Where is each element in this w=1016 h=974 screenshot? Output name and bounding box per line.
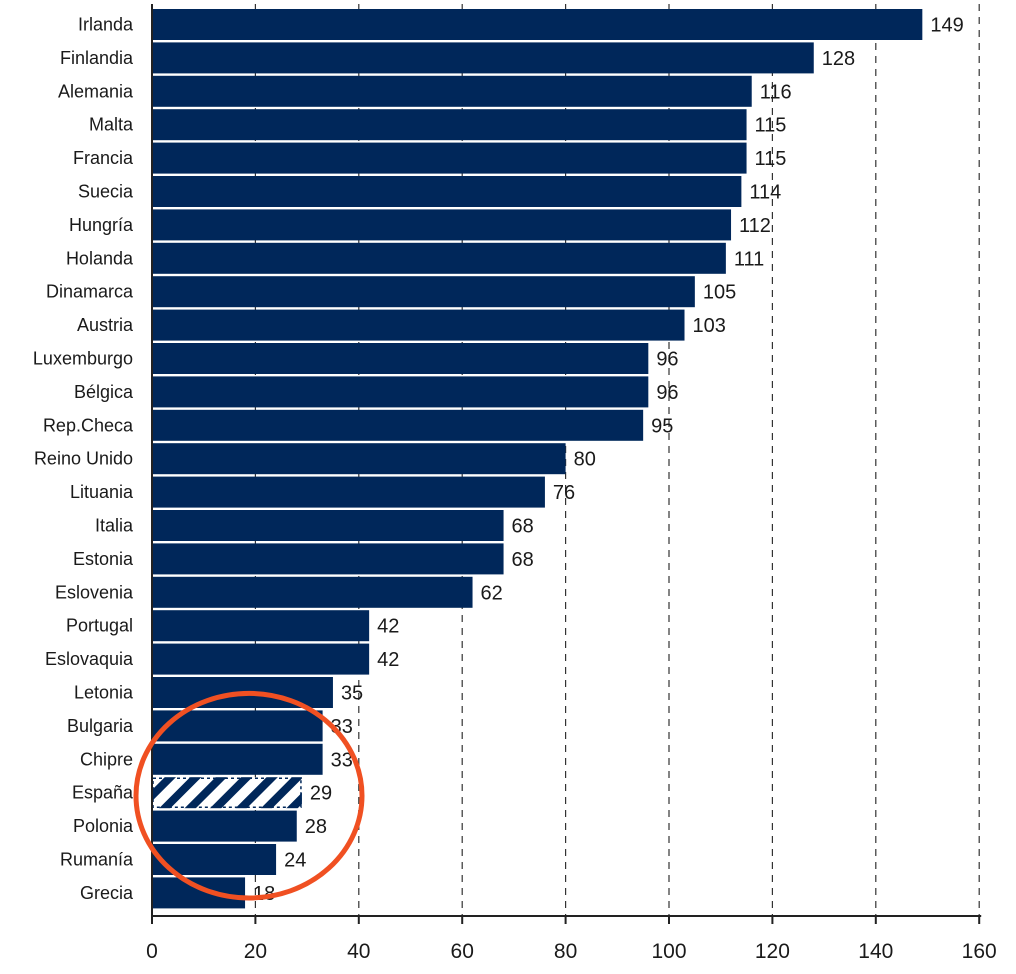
value-label: 68 [512, 516, 534, 538]
category-label: Austria [77, 315, 134, 335]
bar-austria [152, 309, 685, 341]
x-tick-label: 40 [347, 940, 370, 963]
bar-reino-unido [152, 443, 566, 475]
category-label: Eslovenia [55, 582, 134, 602]
annotations [133, 690, 365, 901]
value-label: 111 [734, 248, 764, 270]
x-tick-label: 100 [651, 940, 686, 963]
x-axis: 0 20 40 60 80 100 120 140 160 [146, 4, 997, 963]
bar-b-lgica [152, 376, 649, 408]
value-label: 114 [749, 182, 781, 204]
category-label: Francia [73, 148, 134, 168]
category-label: Dinamarca [46, 282, 134, 302]
category-label: Reino Unido [34, 449, 133, 469]
x-tick-label: 20 [244, 940, 267, 963]
category-label: Bulgaria [67, 716, 134, 736]
bar-dinamarca [152, 276, 695, 308]
bar-polonia [152, 810, 297, 842]
category-label: Alemania [58, 81, 134, 101]
value-label: 112 [739, 215, 771, 237]
value-label: 149 [930, 15, 963, 37]
x-tick-label: 80 [554, 940, 577, 963]
category-label: Finlandia [60, 48, 134, 68]
category-label: Lituania [70, 482, 134, 502]
value-label: 42 [377, 616, 399, 638]
category-label: Hungría [69, 215, 134, 235]
value-label: 35 [341, 683, 363, 705]
x-tick-label: 60 [451, 940, 474, 963]
bar-grecia [152, 877, 246, 909]
value-label: 128 [822, 48, 855, 70]
bar-suecia [152, 176, 742, 207]
category-label: Eslovaquia [45, 649, 134, 669]
bar-alemania [152, 75, 752, 107]
value-label: 115 [755, 148, 787, 170]
bar-espa-a [152, 777, 302, 809]
value-label: 103 [693, 315, 726, 337]
value-label: 95 [651, 415, 673, 437]
bar-chipre [152, 743, 323, 775]
value-label: 29 [310, 783, 332, 805]
bar-estonia [152, 543, 504, 575]
value-label: 96 [656, 382, 678, 404]
value-label: 42 [377, 649, 399, 671]
category-label: Rumanía [60, 850, 134, 870]
bar-outline [152, 777, 302, 808]
category-label: Estonia [73, 549, 134, 569]
bar-italia [152, 510, 504, 541]
category-label: Chipre [80, 749, 133, 769]
value-label: 115 [755, 115, 787, 137]
x-tick-label: 120 [755, 940, 790, 963]
category-label: España [72, 783, 134, 803]
value-label: 33 [331, 749, 353, 771]
category-label: Polonia [73, 816, 134, 836]
value-label: 68 [512, 549, 534, 571]
value-label: 62 [481, 582, 503, 604]
category-label: Malta [89, 115, 134, 135]
value-label: 105 [703, 282, 736, 304]
bar-luxemburgo [152, 343, 649, 374]
bar-finlandia [152, 42, 814, 74]
category-label: Portugal [66, 616, 133, 636]
highlight-ellipse [133, 690, 365, 901]
value-label: 28 [305, 816, 327, 838]
category-label: Grecia [80, 883, 134, 903]
bar-francia [152, 142, 747, 174]
bar-irlanda [152, 9, 923, 40]
value-labels: 149 128 116 115 115 114 112 111 105 103 96 96 95 80 76… [253, 15, 964, 905]
category-label: Bélgica [74, 382, 134, 402]
category-label: Holanda [66, 248, 134, 268]
bar-rep-checa [152, 409, 644, 441]
category-label: Luxemburgo [33, 349, 133, 369]
category-label: Irlanda [78, 15, 134, 35]
bar-hungr-a [152, 209, 732, 241]
bar-holanda [152, 242, 726, 274]
value-label: 76 [553, 482, 575, 504]
value-label: 96 [656, 349, 678, 371]
value-label: 116 [760, 81, 792, 103]
category-label: Letonia [74, 683, 134, 703]
bar-lituania [152, 476, 545, 508]
x-tick-label: 160 [962, 940, 997, 963]
category-labels: Irlanda Finlandia Alemania Malta Francia Suec… [33, 15, 134, 903]
x-tick-label: 0 [146, 940, 158, 963]
bar-eslovaquia [152, 643, 370, 675]
bar-malta [152, 109, 747, 141]
bar-eslovenia [152, 576, 473, 608]
category-label: Rep.Checa [43, 415, 134, 435]
x-tick-label: 140 [858, 940, 893, 963]
bar-portugal [152, 610, 370, 642]
bars [152, 9, 923, 909]
value-label: 24 [284, 850, 306, 872]
category-label: Italia [95, 516, 134, 536]
category-label: Suecia [78, 182, 134, 202]
value-label: 80 [574, 449, 596, 471]
